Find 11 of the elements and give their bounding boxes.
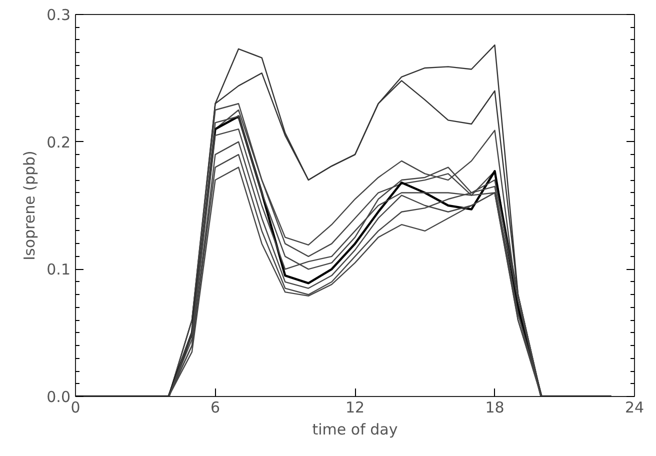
x-axis-title: time of day	[312, 420, 398, 438]
x-tick-label: 0	[70, 398, 80, 416]
y-tick-label: 0.3	[46, 6, 71, 24]
y-tick-label: 0.1	[46, 260, 71, 279]
y-tick-label: 0.2	[46, 133, 71, 152]
x-tick-label: 6	[210, 398, 220, 416]
y-axis-title: Isoprene (ppb)	[20, 150, 39, 260]
y-tick-label: 0.0	[46, 388, 71, 406]
x-tick-label: 24	[624, 398, 644, 416]
x-tick-label: 12	[345, 398, 365, 416]
x-tick-label: 18	[485, 398, 504, 416]
